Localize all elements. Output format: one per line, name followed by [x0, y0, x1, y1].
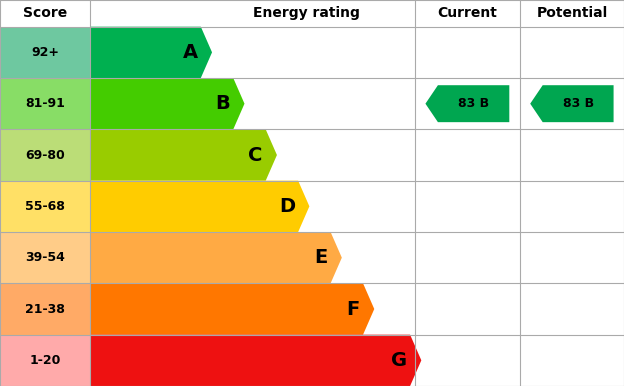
Text: Current: Current	[437, 6, 497, 20]
Polygon shape	[90, 181, 310, 232]
Polygon shape	[90, 129, 277, 181]
FancyBboxPatch shape	[0, 27, 90, 78]
Text: E: E	[314, 248, 328, 267]
Polygon shape	[90, 27, 212, 78]
Text: Score: Score	[23, 6, 67, 20]
Text: Potential: Potential	[536, 6, 608, 20]
Text: C: C	[248, 146, 263, 164]
Polygon shape	[426, 85, 509, 122]
FancyBboxPatch shape	[0, 129, 90, 181]
Polygon shape	[90, 335, 421, 386]
Polygon shape	[90, 78, 245, 129]
FancyBboxPatch shape	[0, 78, 90, 129]
Text: D: D	[279, 197, 295, 216]
FancyBboxPatch shape	[0, 181, 90, 232]
Text: 55-68: 55-68	[26, 200, 65, 213]
Text: 83 B: 83 B	[458, 97, 489, 110]
Polygon shape	[90, 283, 374, 335]
FancyBboxPatch shape	[0, 283, 90, 335]
Text: B: B	[215, 94, 230, 113]
Text: 39-54: 39-54	[26, 251, 65, 264]
Text: 1-20: 1-20	[29, 354, 61, 367]
Text: 21-38: 21-38	[26, 303, 65, 315]
Text: G: G	[391, 351, 407, 370]
FancyBboxPatch shape	[0, 335, 90, 386]
Text: 69-80: 69-80	[26, 149, 65, 161]
Text: 92+: 92+	[31, 46, 59, 59]
Text: 81-91: 81-91	[26, 97, 65, 110]
Polygon shape	[530, 85, 613, 122]
Text: A: A	[183, 43, 198, 62]
FancyBboxPatch shape	[0, 232, 90, 283]
Text: Energy rating: Energy rating	[253, 6, 359, 20]
Polygon shape	[90, 232, 342, 283]
Text: 83 B: 83 B	[563, 97, 593, 110]
Text: F: F	[347, 300, 360, 318]
